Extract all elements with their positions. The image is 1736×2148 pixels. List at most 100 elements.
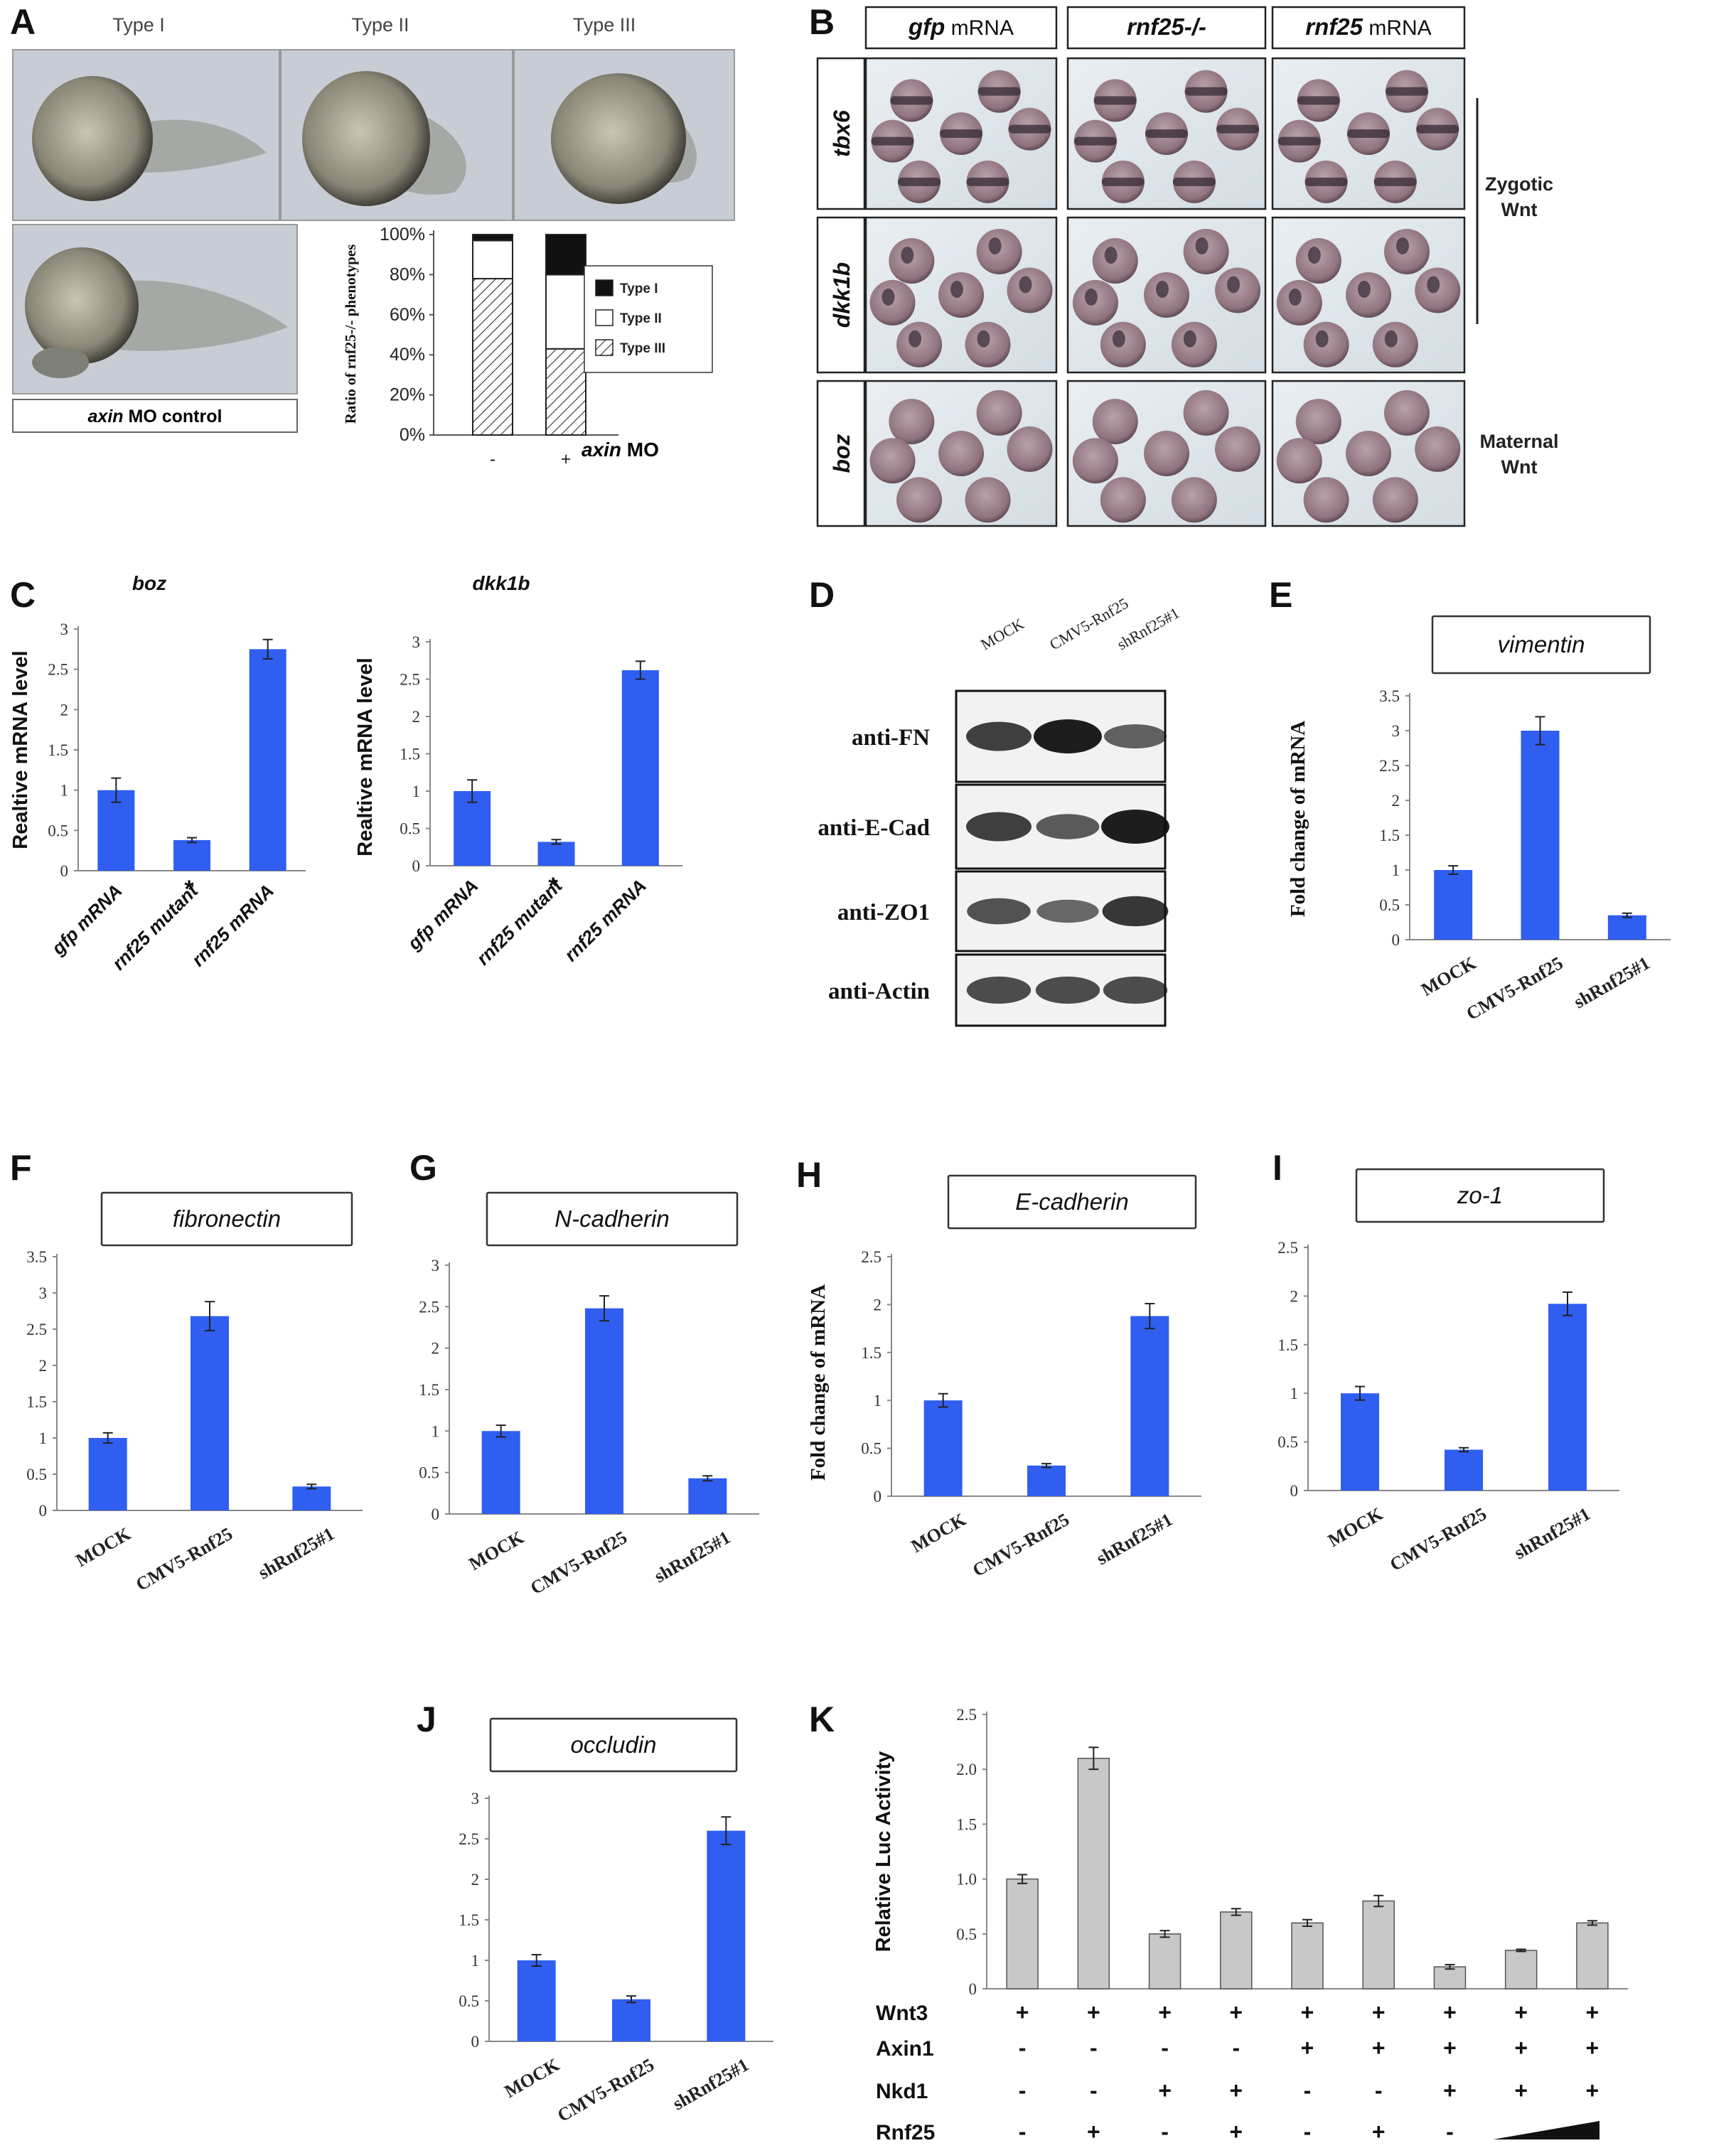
bar [249, 649, 286, 871]
dkk1b-stain [988, 237, 1002, 254]
chart-title-box [1431, 615, 1651, 675]
y-tick-label: 2.5 [956, 1706, 977, 1724]
row-label: boz [829, 434, 854, 473]
side-label: Zygotic [1485, 173, 1553, 195]
chart-title-box [489, 1717, 738, 1773]
embryo [889, 399, 935, 445]
condition-symbol: - [1090, 2078, 1098, 2103]
embryo [1295, 399, 1341, 445]
y-tick-label: 0 [412, 857, 421, 875]
condition-symbol: + [1301, 1999, 1314, 2025]
panel-label-a: A [10, 2, 36, 42]
condition-symbol: + [1372, 2035, 1386, 2061]
condition-symbol: + [1586, 1999, 1600, 2025]
y-tick-label: 0.5 [48, 822, 68, 839]
dkk1b-stain [1195, 237, 1209, 254]
y-tick-label: 0 [39, 1502, 48, 1520]
condition-symbol: + [1514, 1999, 1528, 2025]
bar [1362, 1900, 1395, 1989]
row-label: tbx6 [829, 110, 854, 157]
column-header-italic: rnf25-/- [1127, 14, 1206, 40]
blot-label: anti-Actin [828, 979, 930, 1004]
bar [1148, 1933, 1182, 1989]
category-label: rnf25 mRNA [187, 880, 277, 970]
y-tick-label: 2 [1290, 1287, 1299, 1305]
blot-label: anti-ZO1 [837, 900, 930, 925]
y-tick-label: 1 [874, 1392, 882, 1409]
y-axis-label: Ratio of rnf25-/- phenotypes [342, 245, 359, 424]
category-label: shRnf25#1 [1570, 952, 1654, 1012]
tbx6-stain [1304, 177, 1348, 186]
y-tick-label: 0.5 [1379, 896, 1400, 914]
bar [537, 842, 575, 866]
y-tick-label: 0.5 [459, 1992, 479, 2010]
condition-symbol: - [1019, 2078, 1027, 2103]
chart-title-box [947, 1174, 1197, 1230]
panel-k-chart: 0 0.5 1.0 1.5 2.0 2.5 Relative Luc Activity Wnt… [872, 1706, 1628, 2144]
row-label-box [816, 216, 866, 374]
embryo-control [25, 247, 288, 378]
panel-label-e: E [1269, 575, 1292, 615]
panel-label-g: G [409, 1148, 437, 1188]
panel-label-f: F [10, 1148, 32, 1188]
bar [688, 1478, 727, 1514]
y-tick-label: 2.5 [861, 1248, 882, 1266]
y-tick-label: 2.5 [26, 1321, 47, 1338]
type-2-header: Type II [351, 14, 409, 36]
y-tick-label: 0% [400, 425, 425, 445]
panel-label-h: H [796, 1155, 822, 1195]
condition-symbol: + [1229, 2078, 1243, 2103]
chart-title: E-cadherin [1015, 1188, 1129, 1215]
stacked-bar-segment [545, 348, 586, 436]
panel-b-grid: gfp mRNA rnf25-/- rnf25 mRNA tbx6 dkk1b boz Zy… [816, 6, 1559, 527]
tbx6-stain [1216, 124, 1260, 134]
y-tick-label: 0 [432, 1505, 440, 1523]
bar [1433, 1966, 1467, 1989]
embryo [1372, 477, 1418, 523]
protein-band [1036, 814, 1100, 839]
y-tick-label: 0 [60, 862, 69, 880]
y-tick-label: 3.5 [26, 1248, 47, 1266]
condition-symbol: - [1161, 2035, 1169, 2061]
bar [1341, 1393, 1379, 1491]
panel-label-i: I [1272, 1148, 1282, 1188]
y-tick-label: 2.5 [1277, 1239, 1298, 1257]
y-tick-label: 3.5 [1379, 687, 1400, 705]
condition-symbol: + [1229, 2119, 1243, 2144]
column-header-box [1271, 6, 1466, 50]
category-label: MOCK [1418, 952, 1480, 1000]
chart-title-box [1355, 1168, 1605, 1223]
y-tick-label: 0 [874, 1488, 882, 1505]
condition-symbol: + [1443, 1999, 1457, 2025]
blot-label: anti-E-Cad [818, 815, 930, 841]
legend-swatch [595, 339, 614, 356]
blot-label: anti-FN [852, 725, 930, 751]
category-label: + [561, 449, 572, 469]
protein-band [1102, 896, 1169, 927]
y-axis-label: Realtive mRNA level [9, 650, 32, 849]
panel-a-chart: 0% 20% 40% 60% 80% 100% - + Ratio of rnf25-/- ph… [342, 225, 713, 469]
y-tick-label: 2.5 [1379, 757, 1400, 775]
y-tick-label: 1 [60, 782, 69, 800]
tbx6-stain [1386, 87, 1428, 96]
dkk1b-stain [909, 330, 922, 348]
condition-symbol: - [1232, 2035, 1240, 2061]
chart-title: fibronectin [173, 1205, 281, 1232]
category-label: CMV5-Rnf25 [1463, 952, 1567, 1024]
dkk1b-stain [901, 247, 914, 264]
dkk1b-stain [1396, 237, 1409, 254]
column-header: gfp mRNA [908, 14, 1014, 40]
y-tick-label: 0.5 [861, 1440, 882, 1458]
bar [1445, 1449, 1483, 1491]
y-tick-label: 2.5 [459, 1830, 479, 1848]
column-header-box [864, 6, 1058, 50]
control-label: axin MO control [88, 407, 223, 426]
lane-label: MOCK [977, 615, 1027, 654]
embryo [1276, 438, 1322, 484]
category-label: shRnf25#1 [1511, 1503, 1594, 1563]
type-3-header: Type III [573, 14, 636, 36]
tbx6-stain [890, 96, 933, 105]
category-label: shRnf25#1 [1093, 1509, 1176, 1569]
dkk1b-stain [1307, 247, 1321, 264]
